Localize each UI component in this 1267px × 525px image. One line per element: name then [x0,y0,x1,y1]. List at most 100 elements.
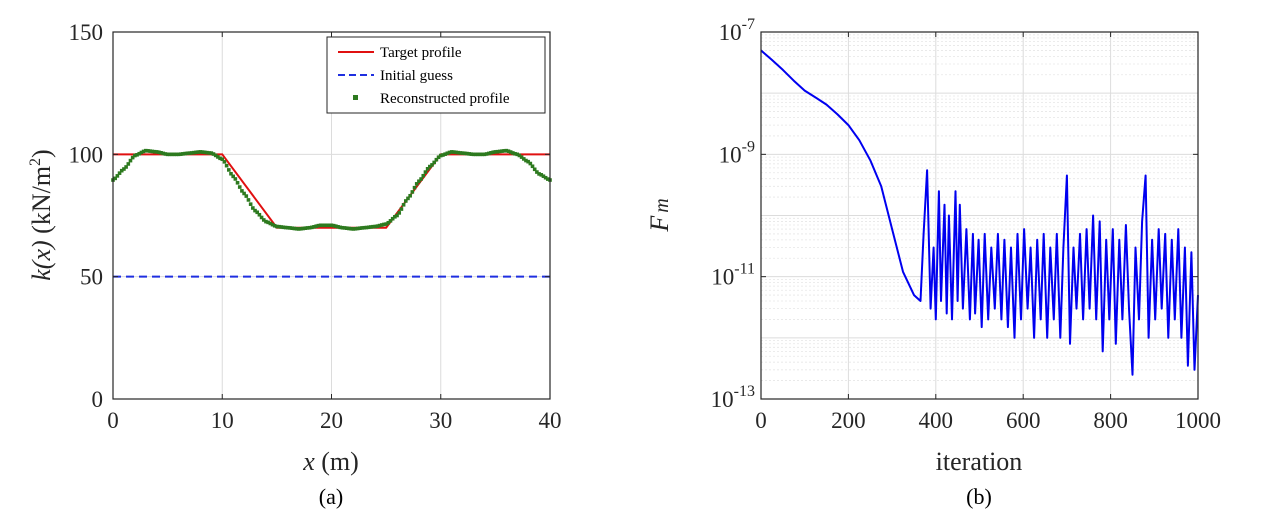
y-tick-label: 100 [69,142,104,167]
reconstructed-marker [281,225,286,230]
reconstructed-marker [301,226,305,231]
reconstructed-marker [244,194,249,198]
reconstructed-marker [491,150,495,155]
reconstructed-marker [535,170,539,174]
reconstructed-marker [211,152,216,156]
x-tick-label: 0 [755,408,767,433]
ylabel-unit: (kN/m [27,166,56,234]
reconstructed-marker [351,227,356,231]
reconstructed-marker [320,223,325,228]
reconstructed-marker [412,185,417,190]
reconstructed-marker [314,224,319,229]
reconstructed-marker [382,222,386,227]
reconstructed-marker [275,224,279,229]
reconstructed-marker [150,149,155,154]
reconstructed-marker [303,226,308,230]
reconstructed-marker [283,225,288,230]
reconstructed-marker [362,225,367,230]
reconstructed-marker [248,202,253,206]
reconstructed-marker [546,177,550,181]
reconstructed-marker [266,220,270,225]
y-tick-exponent: -7 [742,16,755,33]
chart-b-series [760,49,1199,376]
x-tick-label: 10 [211,408,234,433]
reconstructed-marker [388,219,393,223]
reconstructed-marker [237,185,242,189]
reconstructed-marker [436,155,441,160]
ylabel-func: k(x) [27,240,56,280]
reconstructed-marker [358,226,362,230]
chart-a-xlabel: x (m) [302,447,359,476]
reconstructed-marker [473,152,478,157]
reconstructed-marker [139,150,144,155]
reconstructed-marker [231,174,235,179]
reconstructed-marker [115,174,120,178]
reconstructed-marker [454,150,458,155]
reconstructed-marker [209,151,214,155]
reconstructed-marker [471,152,476,157]
x-tick-label: 200 [831,408,866,433]
reconstructed-marker [369,225,373,229]
chart-a: 0 10 20 30 40 0 50 100 150 Target profile Initia… [27,20,562,509]
reconstructed-marker [165,152,170,157]
reconstructed-marker [146,149,150,153]
reconstructed-marker [235,180,240,185]
reconstructed-marker [371,224,375,229]
reconstructed-marker [202,150,207,155]
reconstructed-marker [294,226,299,231]
reconstructed-marker [135,153,139,157]
reconstructed-marker [399,207,404,211]
x-tick-label: 40 [539,408,562,433]
reconstructed-marker [430,163,434,167]
reconstructed-marker [141,149,146,154]
legend-label-reconstructed: Reconstructed profile [380,91,510,107]
reconstructed-marker [224,163,229,168]
series-reconstructed [111,148,552,231]
reconstructed-marker [185,151,190,156]
reconstructed-marker [307,225,312,230]
reconstructed-marker [200,150,205,154]
reconstructed-marker [128,158,133,163]
reconstructed-marker [154,150,159,154]
reconstructed-marker [397,211,402,215]
reconstructed-marker [456,150,461,155]
chart-b-ticks: 0 200 400 600 800 1000 10-13 10-11 10-9 10-7 [711,16,1221,433]
reconstructed-marker [168,152,172,157]
reconstructed-marker [183,151,187,156]
reconstructed-marker [419,177,423,181]
reconstructed-marker [272,223,277,228]
reconstructed-marker [130,155,135,160]
reconstructed-marker [476,152,480,157]
reconstructed-marker [344,226,349,230]
reconstructed-marker [438,153,443,158]
reconstructed-marker [532,167,537,172]
reconstructed-marker [122,167,126,171]
reconstructed-marker [216,155,220,159]
reconstructed-marker [469,152,474,156]
x-tick-label: 600 [1006,408,1041,433]
y-tick-label: 150 [69,20,104,45]
y-tick-exponent: -13 [734,383,755,400]
chart-a-ylabel: k(x) (kN/m2) [27,149,56,280]
reconstructed-marker [530,164,535,169]
chart-b-frame [760,31,1199,400]
reconstructed-marker [441,153,445,157]
reconstructed-marker [205,150,209,155]
reconstructed-marker [478,152,482,157]
x-tick-label: 0 [107,408,119,433]
reconstructed-marker [425,166,430,171]
reconstructed-marker [323,223,327,228]
reconstructed-marker [495,149,500,154]
reconstructed-marker [467,152,471,156]
reconstructed-marker [148,149,152,153]
reconstructed-marker [410,190,415,194]
reconstructed-marker [364,225,369,230]
reconstructed-marker [366,225,371,230]
ylabel-main: F [645,215,674,233]
chart-b-xlabel: iteration [936,447,1023,476]
reconstructed-marker [268,221,273,226]
reconstructed-marker [261,218,266,222]
reconstructed-marker [163,152,168,156]
chart-a-series [111,148,552,278]
